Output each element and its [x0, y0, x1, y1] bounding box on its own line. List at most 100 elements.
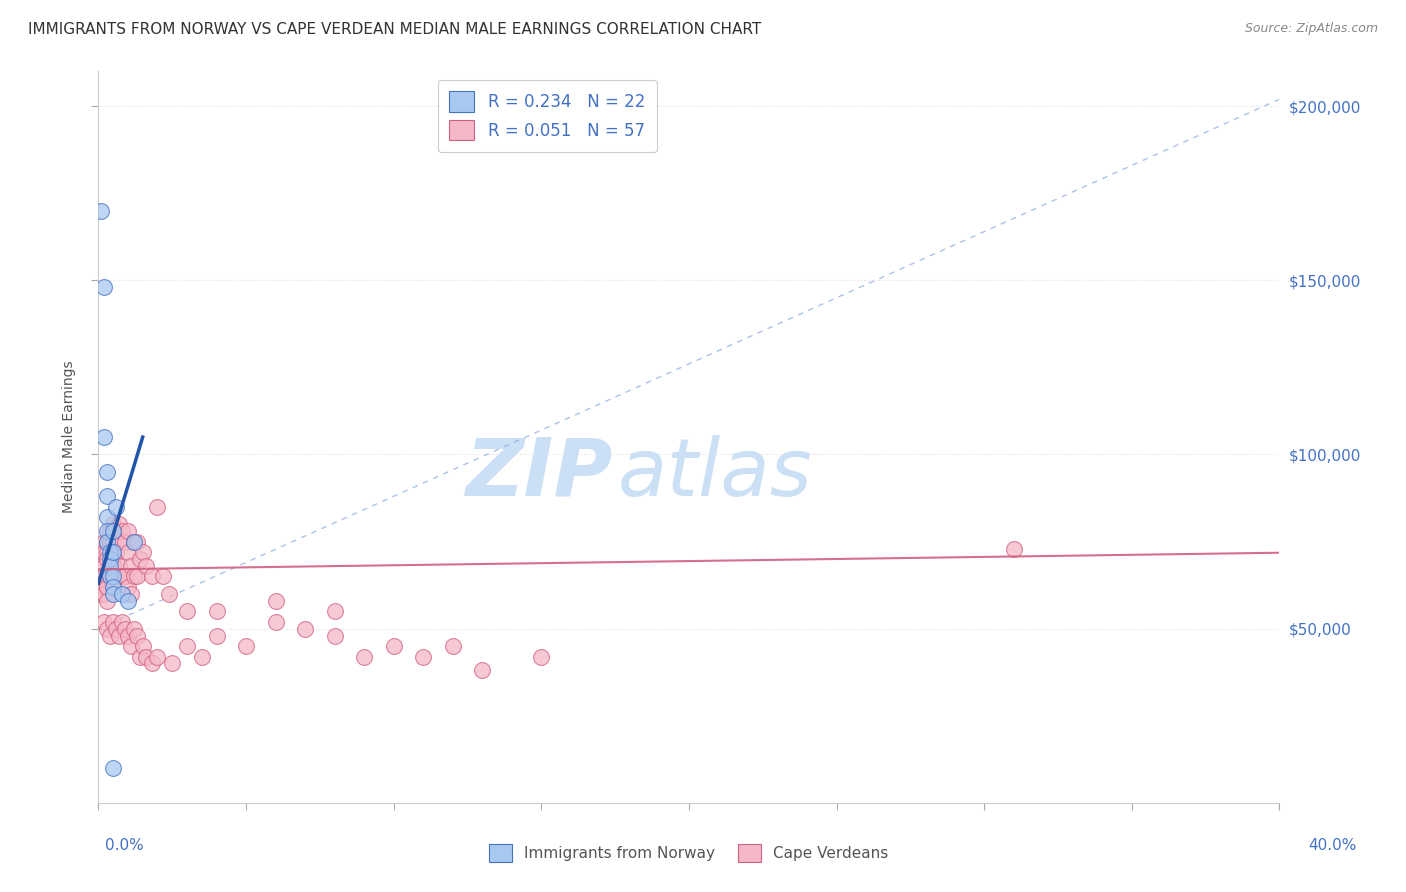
Point	[96, 545, 118, 559]
Point	[108, 558, 131, 573]
Point	[382, 639, 405, 653]
Point	[96, 594, 118, 608]
Point	[96, 465, 118, 479]
Point	[146, 649, 169, 664]
Point	[98, 558, 121, 573]
Point	[96, 622, 118, 636]
Point	[96, 580, 118, 594]
Point	[103, 615, 125, 629]
Point	[93, 280, 115, 294]
Point	[441, 639, 464, 653]
Point	[128, 552, 150, 566]
Point	[125, 569, 148, 583]
Point	[111, 524, 134, 538]
Point	[93, 569, 115, 583]
Point	[98, 569, 121, 583]
Point	[117, 580, 139, 594]
Point	[157, 587, 180, 601]
Point	[125, 534, 148, 549]
Point	[264, 615, 287, 629]
Point	[135, 649, 157, 664]
Point	[235, 639, 257, 653]
Point	[105, 500, 128, 514]
Point	[114, 569, 136, 583]
Point	[146, 500, 169, 514]
Point	[90, 569, 112, 583]
Point	[412, 649, 434, 664]
Point	[471, 664, 494, 678]
Point	[108, 534, 131, 549]
Point	[90, 576, 112, 591]
Point	[141, 657, 163, 671]
Point	[96, 489, 118, 503]
Point	[205, 629, 228, 643]
Point	[108, 629, 131, 643]
Point	[132, 639, 155, 653]
Point	[152, 569, 174, 583]
Point	[96, 552, 118, 566]
Point	[93, 545, 115, 559]
Point	[120, 587, 142, 601]
Point	[176, 639, 198, 653]
Point	[103, 580, 125, 594]
Point	[103, 552, 125, 566]
Point	[122, 622, 145, 636]
Point	[96, 534, 118, 549]
Point	[117, 594, 139, 608]
Point	[103, 580, 125, 594]
Point	[111, 587, 134, 601]
Point	[530, 649, 553, 664]
Point	[103, 587, 125, 601]
Y-axis label: Median Male Earnings: Median Male Earnings	[62, 360, 76, 514]
Point	[117, 629, 139, 643]
Point	[120, 558, 142, 573]
Point	[90, 558, 112, 573]
Point	[105, 569, 128, 583]
Point	[93, 587, 115, 601]
Point	[111, 615, 134, 629]
Point	[120, 639, 142, 653]
Point	[96, 510, 118, 524]
Point	[125, 629, 148, 643]
Point	[205, 604, 228, 618]
Point	[103, 761, 125, 775]
Point	[1002, 541, 1025, 556]
Text: ZIP: ZIP	[465, 434, 612, 513]
Point	[162, 657, 183, 671]
Point	[103, 534, 125, 549]
Point	[103, 558, 125, 573]
Point	[93, 534, 115, 549]
Point	[122, 534, 145, 549]
Point	[98, 545, 121, 559]
Point	[294, 622, 316, 636]
Point	[105, 524, 128, 538]
Point	[98, 569, 121, 583]
Point	[353, 649, 375, 664]
Point	[128, 649, 150, 664]
Point	[90, 587, 112, 601]
Point	[114, 534, 136, 549]
Point	[135, 558, 157, 573]
Point	[191, 649, 214, 664]
Point	[141, 569, 163, 583]
Point	[98, 534, 121, 549]
Point	[93, 615, 115, 629]
Text: Source: ZipAtlas.com: Source: ZipAtlas.com	[1244, 22, 1378, 36]
Point	[105, 545, 128, 559]
Point	[103, 545, 125, 559]
Point	[90, 203, 112, 218]
Point	[93, 430, 115, 444]
Point	[96, 524, 118, 538]
Point	[122, 569, 145, 583]
Point	[98, 629, 121, 643]
Point	[122, 534, 145, 549]
Point	[111, 569, 134, 583]
Point	[108, 517, 131, 532]
Point	[117, 545, 139, 559]
Point	[103, 517, 125, 532]
Point	[98, 552, 121, 566]
Text: atlas: atlas	[619, 434, 813, 513]
Point	[93, 558, 115, 573]
Point	[264, 594, 287, 608]
Point	[105, 622, 128, 636]
